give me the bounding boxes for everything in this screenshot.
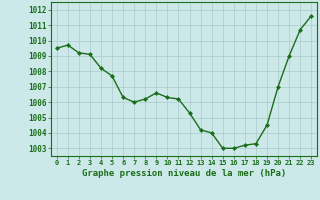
X-axis label: Graphe pression niveau de la mer (hPa): Graphe pression niveau de la mer (hPa) xyxy=(82,169,286,178)
